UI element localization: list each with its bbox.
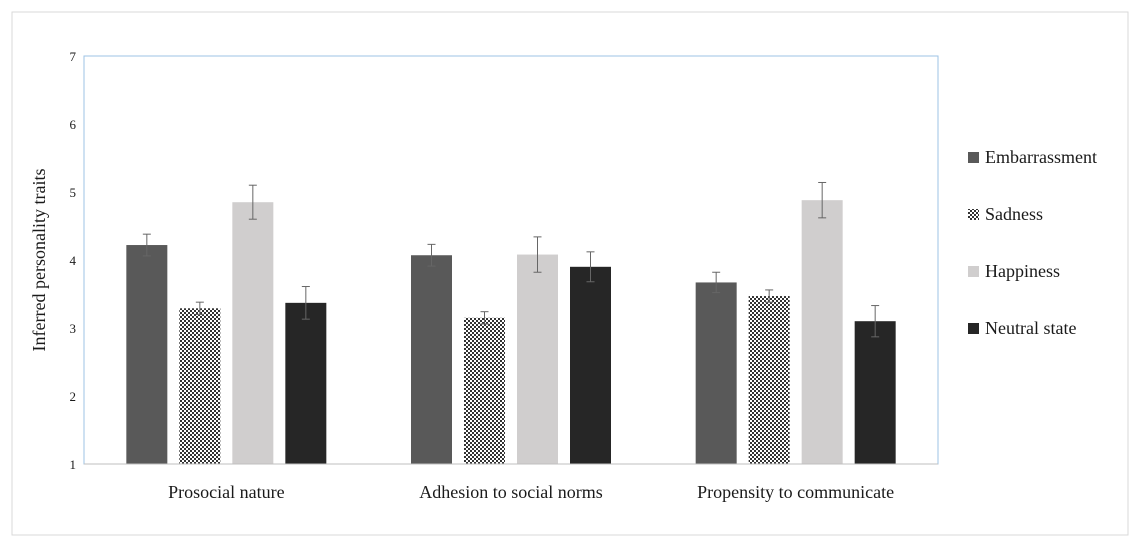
- legend-swatch: [968, 266, 979, 277]
- legend-label: Embarrassment: [985, 147, 1097, 167]
- bar-sadness: [748, 296, 790, 464]
- error-bar: [248, 184, 257, 220]
- error-bar: [533, 236, 542, 273]
- legend-swatch: [968, 152, 979, 163]
- y-tick-label: 5: [70, 185, 77, 200]
- category-labels: Prosocial nature Adhesion to social norms…: [168, 482, 894, 502]
- error-bar: [427, 243, 436, 267]
- bar-neutral-state: [570, 266, 611, 464]
- legend-label: Neutral state: [985, 318, 1076, 338]
- y-tick-label: 4: [70, 253, 77, 268]
- error-bar: [765, 289, 774, 303]
- legend-label: Happiness: [985, 261, 1060, 281]
- y-tick-label: 7: [70, 49, 77, 64]
- bar-happiness: [232, 202, 274, 464]
- bar-neutral-state: [285, 302, 327, 464]
- bar-happiness: [801, 200, 843, 464]
- bar-embarrassment: [126, 245, 168, 464]
- figure-border: [11, 11, 1129, 536]
- bar-neutral-state: [854, 321, 896, 464]
- error-bar: [301, 286, 310, 320]
- y-tick-label: 6: [70, 117, 77, 132]
- x-category-label: Adhesion to social norms: [419, 482, 602, 502]
- legend-swatch: [968, 209, 979, 220]
- error-bar: [195, 301, 204, 315]
- bar-embarrassment: [411, 255, 452, 464]
- bars-group: [126, 200, 896, 464]
- error-bar: [480, 311, 489, 325]
- bar-sadness: [179, 308, 221, 464]
- y-tick-label: 3: [70, 321, 77, 336]
- x-category-label: Prosocial nature: [168, 482, 284, 502]
- bar-embarrassment: [695, 282, 737, 464]
- error-bars-group: [142, 181, 880, 338]
- error-bar: [871, 305, 880, 338]
- error-bar: [712, 271, 721, 294]
- legend-label: Sadness: [985, 204, 1043, 224]
- legend: Embarrassment Sadness Happiness Neutral sta…: [968, 147, 1097, 338]
- bar-sadness: [464, 317, 505, 464]
- x-category-label: Propensity to communicate: [697, 482, 894, 502]
- y-axis-title: Inferred personality traits: [29, 169, 49, 352]
- error-bar: [142, 233, 151, 257]
- legend-swatch: [968, 323, 979, 334]
- y-axis-ticks: 1 2 3 4 5 6 7: [70, 49, 77, 472]
- y-tick-label: 2: [70, 389, 77, 404]
- y-tick-label: 1: [70, 457, 77, 472]
- error-bar: [586, 251, 595, 283]
- error-bar: [818, 181, 827, 219]
- bar-happiness: [517, 254, 558, 464]
